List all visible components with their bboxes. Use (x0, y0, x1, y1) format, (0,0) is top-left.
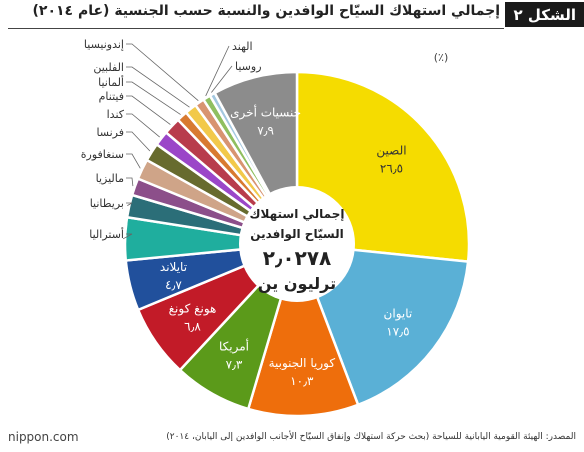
slice-value-label: ٤٫٧ (165, 278, 182, 292)
slice-label: ألمانيا (98, 75, 124, 89)
leader-line (205, 45, 230, 97)
slice-label: الفلبين (93, 61, 124, 74)
slice-label: جنسيات أخرى (230, 105, 301, 121)
leader-line (126, 81, 181, 115)
slice-label: سنغافورة (81, 148, 124, 161)
slice-labels: الصين ٢٦٫٥ تايوان ١٧٫٥ كوريا الجنوبية ١٠٫٣ أمر… (81, 38, 412, 388)
center-total-unit: ترليون ين (258, 274, 336, 293)
pie-slice (295, 242, 470, 407)
pie-slice (246, 240, 360, 418)
slice-label: بريطانيا (90, 197, 124, 210)
slice-label: هونغ كونغ (169, 302, 217, 317)
slice-value-label: ٧٫٣ (226, 358, 243, 372)
source-note: المصدر: الهيئة القومية اليابانية للسياحة… (166, 432, 576, 442)
slice-label: أمريكا (219, 339, 249, 355)
leader-line (122, 233, 133, 240)
leader-line (126, 43, 199, 102)
center-line-1: إجمالي استهلاك (250, 207, 345, 221)
slice-label: تايلاند (160, 260, 187, 274)
slice-value-label: ١٠٫٣ (290, 374, 314, 388)
slice-label: فيتنام (99, 90, 124, 103)
center-label: إجمالي استهلاك السيّاح الوافدين ٢٫٠٢٧٨ ت… (239, 186, 355, 302)
slice-label: إندونيسيا (84, 38, 124, 51)
slice-label: ماليزيا (96, 172, 125, 185)
chart-title: إجمالي استهلاك السيّاح الوافدين والنسبة … (32, 3, 501, 19)
slice-label: فرنسا (96, 126, 124, 139)
slice-label: الصين (376, 144, 406, 159)
leader-lines (122, 43, 233, 240)
slice-label: الهند (232, 40, 253, 53)
leader-line (126, 202, 133, 206)
center-hole (239, 186, 355, 302)
center-total-value: ٢٫٠٢٧٨ (263, 246, 332, 270)
brand-logo: nippon.com (8, 430, 79, 444)
header: الشكل ٢ إجمالي استهلاك السيّاح الوافدين … (0, 0, 584, 30)
slice-value-label: ٧٫٩ (257, 124, 274, 138)
leader-line (126, 131, 151, 152)
unit-label: (٪) (434, 51, 449, 64)
figure-label: الشكل ٢ (505, 2, 584, 27)
slice-label: تايوان (384, 307, 413, 322)
slice-label: كندا (107, 108, 125, 121)
slice-value-label: ٢٦٫٥ (380, 162, 403, 176)
leader-line (211, 65, 233, 93)
slice-label: كوريا الجنوبية (269, 356, 336, 371)
header-rule (8, 28, 504, 29)
slice-value-label: ١٧٫٥ (386, 325, 409, 339)
leader-line (126, 153, 141, 169)
leader-line (126, 113, 160, 138)
center-line-2: السيّاح الوافدين (250, 227, 343, 242)
leader-line (126, 95, 171, 125)
leader-line (126, 177, 134, 187)
leader-line (126, 66, 190, 108)
slice-label: أستراليا (89, 227, 124, 241)
slice-label: روسيا (235, 60, 262, 73)
slice-value-label: ٦٫٨ (184, 320, 201, 334)
